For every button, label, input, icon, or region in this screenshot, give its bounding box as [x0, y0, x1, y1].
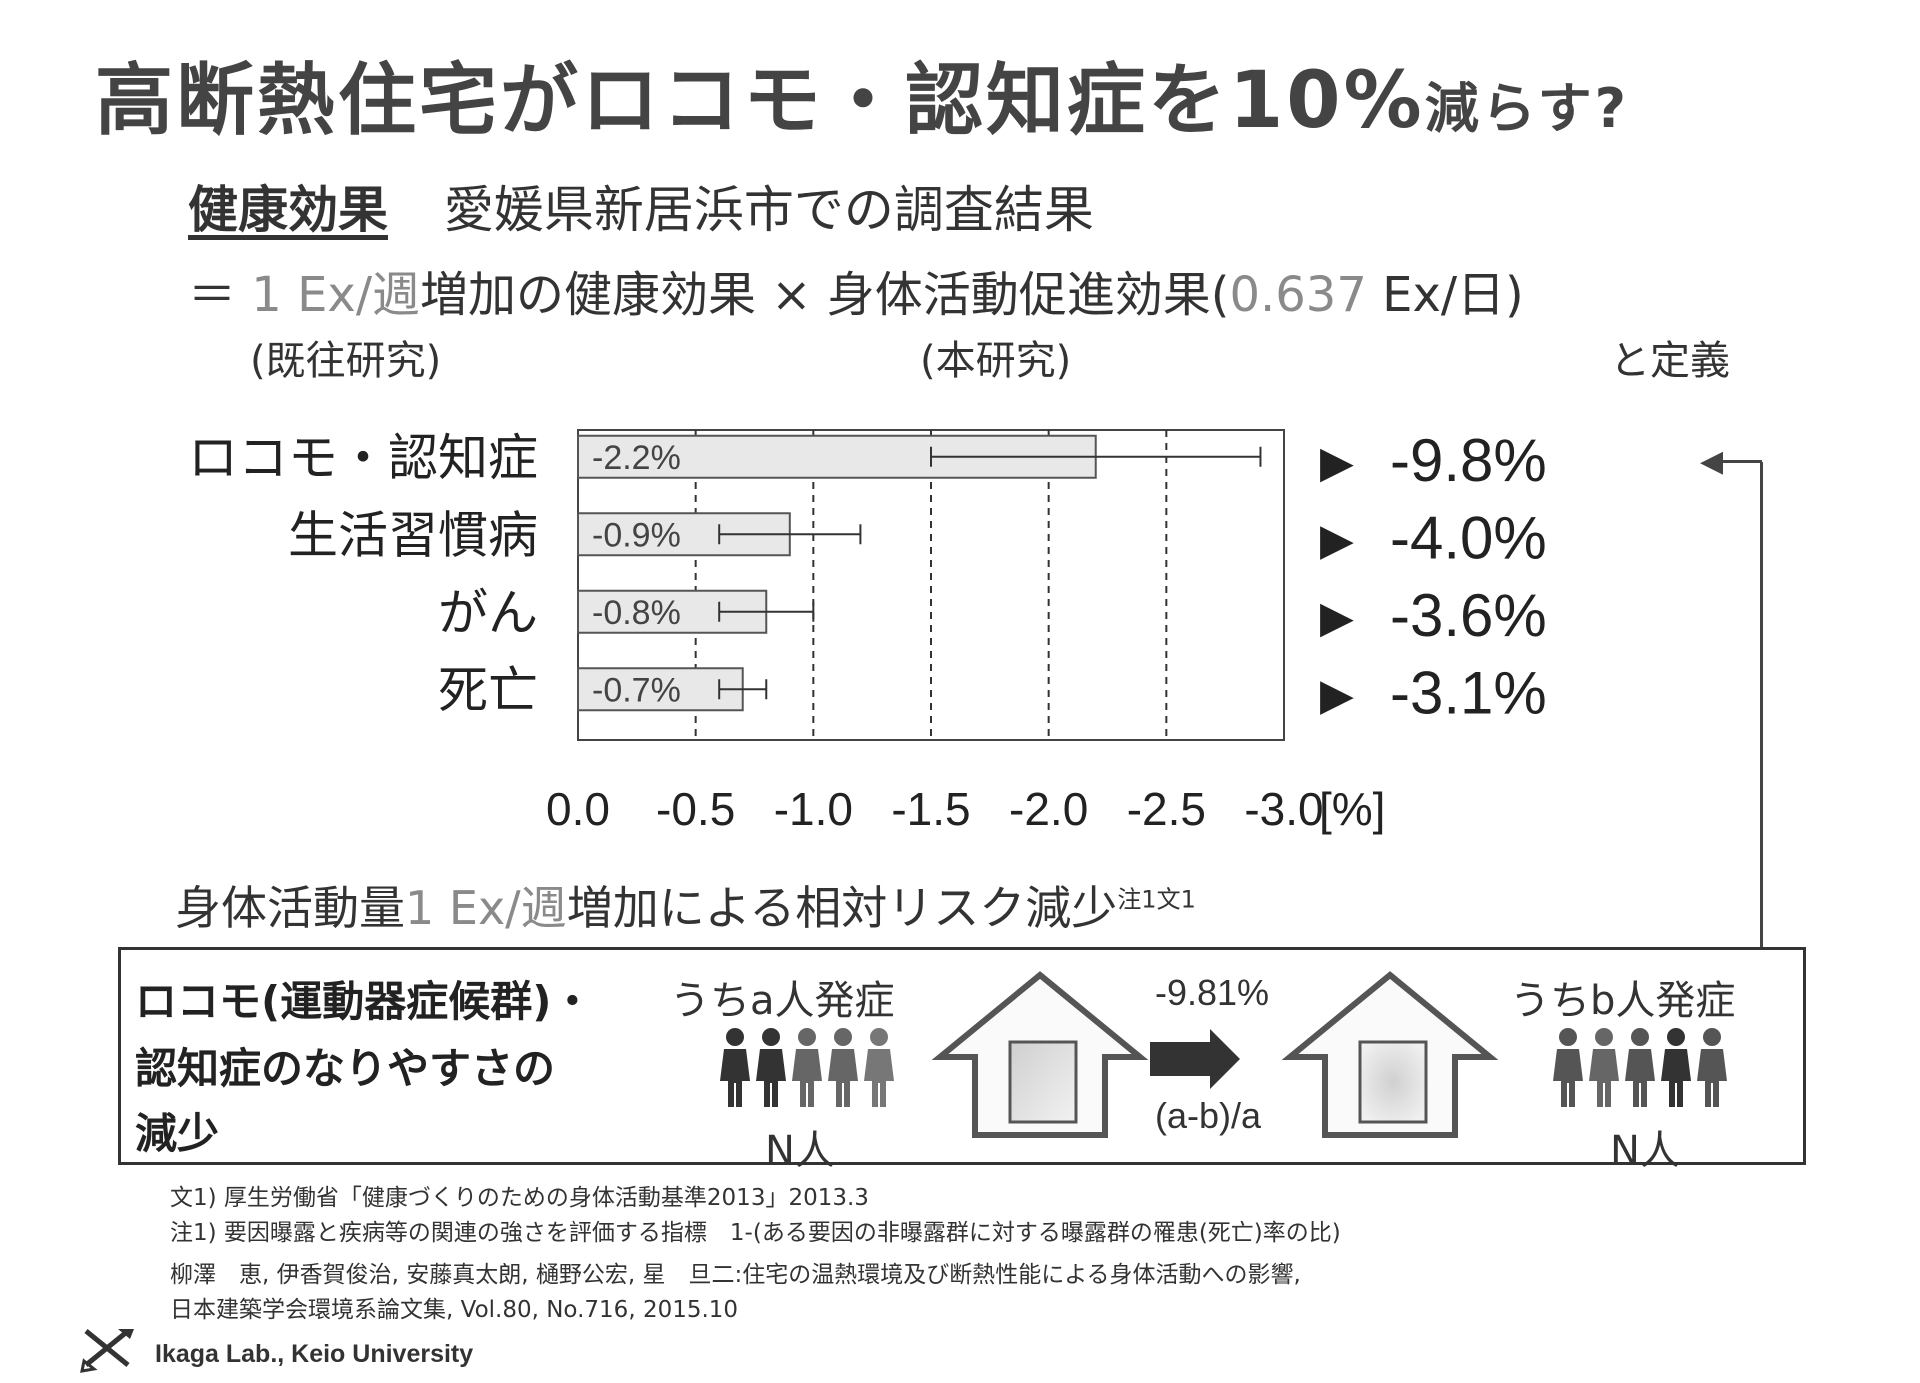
formula-equals: ＝ [188, 267, 237, 323]
n-right-label: N人 [1610, 1128, 1680, 1174]
panel-graphics [720, 971, 1727, 1138]
category-label: ロコモ・認知症 [188, 429, 538, 487]
survey-label: 愛媛県新居浜市での調査結果 [443, 181, 1094, 239]
reduction-formula: (a-b)/a [1155, 1095, 1262, 1136]
category-label: 生活習慣病 [288, 506, 538, 564]
sub-label-prior: (既往研究) [250, 338, 442, 384]
title-suffix: 減らす? [1424, 77, 1629, 140]
chart-bars [577, 434, 1262, 712]
person-icon [756, 1028, 786, 1107]
formula-term2-rest: Ex/日) [1366, 267, 1524, 323]
formula-term2-faint: 0.637 [1229, 267, 1367, 323]
onset-a-label: うちa人発症 [670, 978, 895, 1024]
x-tick-label: -2.0 [1009, 783, 1088, 835]
x-tick-label: -3.0 [1244, 783, 1323, 835]
feedback-arrow-line [1760, 462, 1763, 947]
panel-line-2: 認知症のなりやすさの [135, 1044, 556, 1093]
result-marker: ▶ [1320, 593, 1354, 642]
onset-b-label: うちb人発症 [1510, 978, 1736, 1024]
chart-labels: 0.0 -0.5 -1.0 -1.5 -2.0 -2.5 -3.0[%] -2.2% ロコモ・認… [188, 427, 1547, 835]
reference-1: 文1) 厚生労働省「健康づくりのための身体活動基準2013」2013.3 [170, 1185, 869, 1211]
result-value: -3.6% [1390, 582, 1547, 649]
reduction-value: -9.81% [1155, 972, 1270, 1013]
feedback-arrow-top [1712, 460, 1762, 463]
page-title: 高断熱住宅がロコモ・認知症を10%減らす? [95, 56, 1629, 146]
x-caption-rest: 増加による相対リスク減少 [566, 881, 1118, 935]
sub-label-definition: と定義 [1610, 338, 1730, 384]
x-tick-label: -0.5 [656, 783, 735, 835]
x-tick-label: -2.5 [1127, 783, 1206, 835]
x-caption-note: 注1文1 [1117, 885, 1196, 914]
person-icon [1661, 1028, 1691, 1107]
category-label: がん [438, 584, 538, 642]
citation-line-2: 日本建築学会環境系論文集, Vol.80, No.716, 2015.10 [170, 1297, 739, 1323]
formula-term1-rest: 増加の健康効果 × 身体活動促進効果( [420, 267, 1230, 323]
note-1: 注1) 要因曝露と疾病等の関連の強さを評価する指標 1-(ある要因の非曝露群に対… [170, 1220, 1341, 1246]
citation-line-1: 柳澤 恵, 伊香賀俊治, 安藤真太朗, 樋野公宏, 星 旦二:住宅の温熱環境及び… [170, 1262, 1301, 1288]
house-icon [1281, 971, 1499, 1138]
house-icon [931, 971, 1149, 1138]
lab-name: Ikaga Lab., Keio University [155, 1340, 474, 1368]
sub-label-this-study: (本研究) [920, 338, 1072, 384]
health-heading: 健康効果 愛媛県新居浜市での調査結果 [188, 170, 1094, 242]
panel-line-3: 減少 [135, 1109, 220, 1158]
person-icon [1589, 1028, 1619, 1107]
person-icon [1697, 1028, 1727, 1107]
x-caption-faint: 1 Ex/週 [405, 881, 567, 935]
bar-value-label: -0.7% [592, 671, 681, 709]
panel-line-1: ロコモ(運動器症候群)・ [135, 977, 594, 1026]
lower-panel [118, 947, 1806, 1165]
n-left-label: N人 [765, 1128, 835, 1174]
person-icon [720, 1028, 750, 1107]
person-icon [1625, 1028, 1655, 1107]
chart-grid [577, 429, 1285, 741]
result-value: -3.1% [1390, 659, 1547, 726]
category-label: 死亡 [438, 661, 538, 719]
x-tick-label: 0.0 [546, 783, 610, 835]
risk-reduction-chart: 0.0 -0.5 -1.0 -1.5 -2.0 -2.5 -3.0[%] -2.2% ロコモ・認… [188, 427, 1547, 835]
x-unit-label: [%] [1319, 783, 1385, 835]
result-marker: ▶ [1320, 438, 1354, 487]
bar-value-label: -2.2% [592, 439, 681, 477]
right-arrow-icon [1150, 1029, 1240, 1089]
result-marker: ▶ [1320, 515, 1354, 564]
result-value: -4.0% [1390, 504, 1547, 571]
bar-value-label: -0.9% [592, 516, 681, 554]
health-effect-label: 健康効果 [188, 181, 388, 239]
person-icon [792, 1028, 822, 1107]
result-marker: ▶ [1320, 670, 1354, 719]
x-caption-main: 身体活動量 [175, 881, 405, 935]
x-axis-caption: 身体活動量1 Ex/週増加による相対リスク減少注1文1 [175, 872, 1196, 938]
bar [577, 667, 744, 712]
formula-term1-faint: 1 Ex/週 [251, 267, 420, 323]
x-tick-label: -1.0 [774, 783, 853, 835]
left-arrow-icon: ◀ [1700, 444, 1724, 479]
person-icon [864, 1028, 894, 1107]
person-icon [1553, 1028, 1583, 1107]
lab-logo-icon [80, 1329, 134, 1373]
bar-value-label: -0.8% [592, 594, 681, 632]
formula-line: ＝ 1 Ex/週増加の健康効果 × 身体活動促進効果(0.637 Ex/日) [188, 255, 1524, 325]
result-value: -9.8% [1390, 427, 1547, 494]
x-tick-label: -1.5 [891, 783, 970, 835]
person-icon [828, 1028, 858, 1107]
